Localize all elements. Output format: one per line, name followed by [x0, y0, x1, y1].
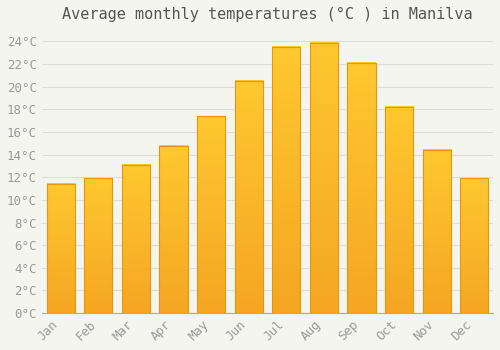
Bar: [385, 107, 413, 313]
Bar: [310, 42, 338, 313]
Bar: [197, 116, 225, 313]
Title: Average monthly temperatures (°C ) in Manilva: Average monthly temperatures (°C ) in Ma…: [62, 7, 472, 22]
Bar: [422, 150, 451, 313]
Bar: [160, 146, 188, 313]
Bar: [46, 184, 74, 313]
Bar: [122, 165, 150, 313]
Bar: [272, 47, 300, 313]
Bar: [234, 81, 262, 313]
Bar: [84, 178, 112, 313]
Bar: [460, 178, 488, 313]
Bar: [348, 63, 376, 313]
